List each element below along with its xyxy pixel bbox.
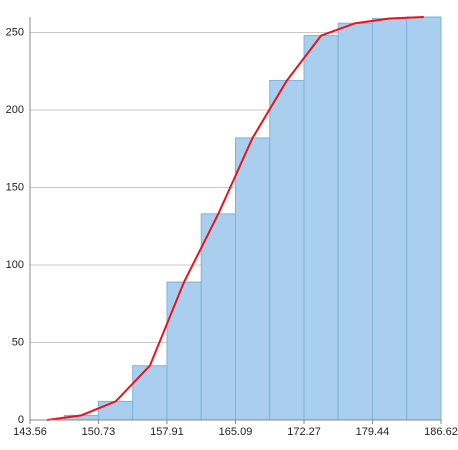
bar (406, 16, 442, 421)
bar (97, 400, 134, 421)
bar (235, 137, 271, 421)
bar (371, 18, 408, 421)
y-tick-label: 0 (18, 414, 24, 426)
bar (166, 281, 202, 421)
x-tick-label: 150.73 (82, 426, 116, 438)
bar (132, 365, 168, 421)
x-tick-label: 179.44 (356, 426, 390, 438)
y-tick-label: 200 (6, 104, 24, 116)
bar (269, 80, 305, 421)
x-tick-label: 143.56 (13, 426, 47, 438)
y-tick-label: 100 (6, 259, 24, 271)
cumulative-line (46, 16, 424, 421)
y-tick-label: 250 (6, 26, 24, 38)
bar (337, 22, 373, 421)
y-tick-label: 50 (12, 336, 24, 348)
x-tick-label: 157.91 (150, 426, 184, 438)
y-tick-label: 150 (6, 181, 24, 193)
bar (200, 213, 236, 421)
x-tick-label: 165.09 (219, 426, 253, 438)
bar (303, 35, 339, 421)
x-tick-label: 186.62 (424, 426, 458, 438)
x-tick-label: 172.27 (287, 426, 321, 438)
